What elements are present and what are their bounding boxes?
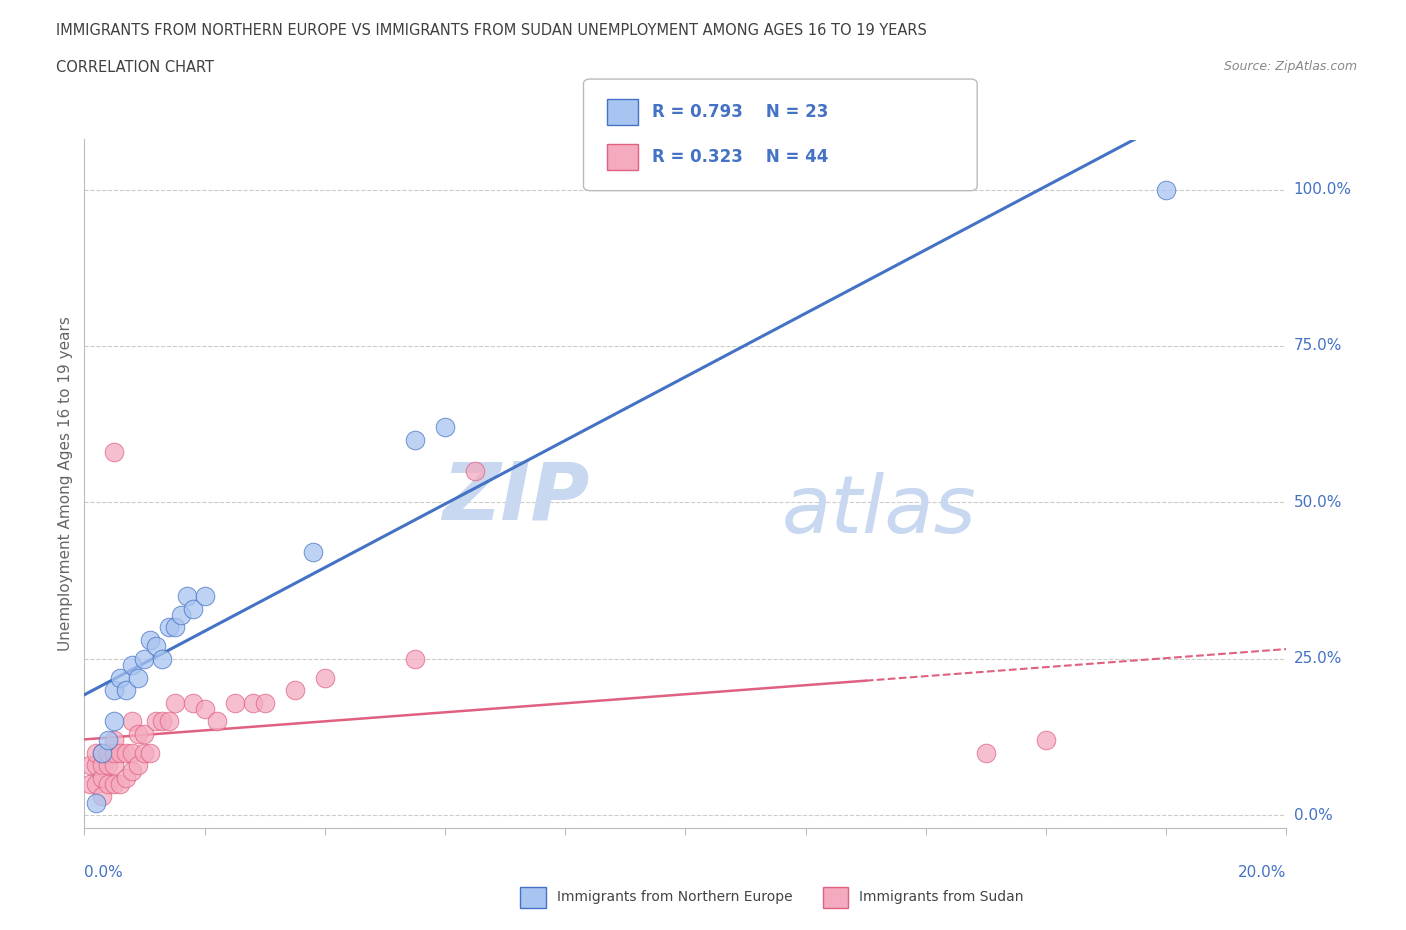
Point — [103, 714, 125, 729]
Point — [86, 745, 108, 760]
Point — [91, 745, 114, 760]
Text: 75.0%: 75.0% — [1294, 339, 1341, 353]
Point — [121, 745, 143, 760]
Point — [145, 639, 167, 654]
Point — [145, 714, 167, 729]
Point — [434, 419, 457, 434]
Point — [121, 714, 143, 729]
Point — [242, 695, 264, 710]
Text: 0.0%: 0.0% — [1294, 807, 1333, 823]
Point — [79, 758, 101, 773]
Point — [127, 726, 149, 741]
Point — [103, 733, 125, 748]
Text: Immigrants from Northern Europe: Immigrants from Northern Europe — [557, 890, 793, 905]
Text: Source: ZipAtlas.com: Source: ZipAtlas.com — [1223, 60, 1357, 73]
Point — [169, 607, 191, 622]
Text: Immigrants from Sudan: Immigrants from Sudan — [859, 890, 1024, 905]
Point — [1156, 182, 1178, 197]
Point — [127, 671, 149, 685]
Point — [139, 632, 162, 647]
Point — [163, 620, 186, 635]
Point — [103, 758, 125, 773]
Point — [974, 745, 997, 760]
Point — [127, 758, 149, 773]
Point — [253, 695, 276, 710]
Text: R = 0.323    N = 44: R = 0.323 N = 44 — [652, 149, 828, 166]
Point — [110, 671, 132, 685]
Point — [284, 683, 307, 698]
Text: 25.0%: 25.0% — [1294, 651, 1341, 666]
Point — [121, 764, 143, 778]
Point — [224, 695, 246, 710]
Point — [157, 714, 180, 729]
Text: CORRELATION CHART: CORRELATION CHART — [56, 60, 214, 75]
Point — [86, 758, 108, 773]
Point — [152, 651, 174, 666]
Point — [115, 683, 138, 698]
Text: 100.0%: 100.0% — [1294, 182, 1351, 197]
Point — [103, 777, 125, 791]
Point — [91, 745, 114, 760]
Text: 0.0%: 0.0% — [84, 865, 124, 880]
Point — [194, 701, 217, 716]
Text: IMMIGRANTS FROM NORTHERN EUROPE VS IMMIGRANTS FROM SUDAN UNEMPLOYMENT AMONG AGES: IMMIGRANTS FROM NORTHERN EUROPE VS IMMIG… — [56, 23, 927, 38]
Point — [464, 464, 486, 479]
Point — [134, 651, 156, 666]
Point — [110, 777, 132, 791]
Point — [103, 445, 125, 459]
Text: 50.0%: 50.0% — [1294, 495, 1341, 510]
Point — [115, 745, 138, 760]
Point — [301, 545, 323, 560]
Point — [86, 795, 108, 810]
Y-axis label: Unemployment Among Ages 16 to 19 years: Unemployment Among Ages 16 to 19 years — [58, 316, 73, 651]
Point — [115, 770, 138, 785]
Point — [121, 658, 143, 672]
Point — [134, 745, 156, 760]
Point — [157, 620, 180, 635]
Point — [181, 602, 204, 617]
Point — [97, 777, 120, 791]
Point — [91, 770, 114, 785]
Point — [152, 714, 174, 729]
Point — [79, 777, 101, 791]
Point — [91, 758, 114, 773]
Point — [404, 651, 426, 666]
Point — [205, 714, 228, 729]
Point — [1035, 733, 1057, 748]
Point — [314, 671, 336, 685]
Point — [110, 745, 132, 760]
Text: R = 0.793    N = 23: R = 0.793 N = 23 — [652, 103, 828, 121]
Point — [97, 758, 120, 773]
Point — [103, 745, 125, 760]
Point — [163, 695, 186, 710]
Point — [194, 589, 217, 604]
Text: atlas: atlas — [782, 472, 976, 551]
Point — [181, 695, 204, 710]
Point — [86, 777, 108, 791]
Point — [91, 789, 114, 804]
Point — [103, 683, 125, 698]
Point — [97, 745, 120, 760]
Point — [134, 726, 156, 741]
Point — [176, 589, 198, 604]
Text: 20.0%: 20.0% — [1239, 865, 1286, 880]
Point — [97, 733, 120, 748]
Point — [404, 432, 426, 447]
Point — [139, 745, 162, 760]
Text: ZIP: ZIP — [441, 458, 589, 537]
